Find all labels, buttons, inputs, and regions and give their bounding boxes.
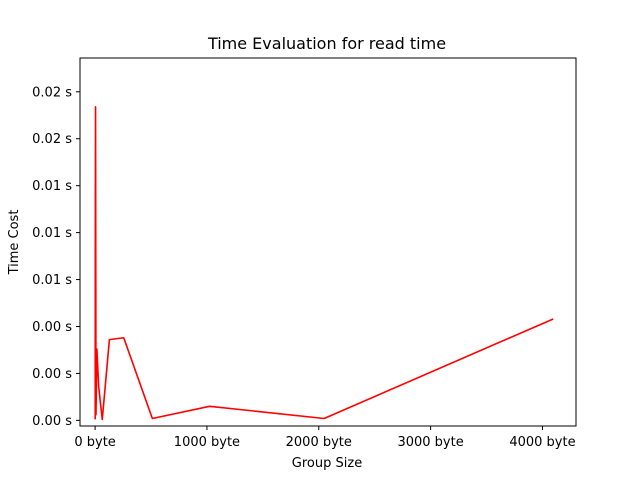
y-tick-label: 0.01 s bbox=[32, 226, 72, 241]
plot-area bbox=[94, 106, 554, 421]
x-tick-label: 2000 byte bbox=[286, 435, 352, 450]
x-axis-label: Group Size bbox=[292, 456, 362, 471]
x-axis: 0 byte 1000 byte 2000 byte 3000 byte 4000 by… bbox=[74, 426, 576, 450]
x-tick-label: 4000 byte bbox=[509, 435, 575, 450]
y-tick-label: 0.00 s bbox=[32, 367, 72, 382]
x-tick-label: 3000 byte bbox=[397, 435, 463, 450]
y-axis-label: Time Cost bbox=[7, 210, 22, 276]
y-tick-label: 0.01 s bbox=[32, 179, 72, 194]
y-tick-label: 0.00 s bbox=[32, 414, 72, 429]
y-tick-label: 0.02 s bbox=[32, 132, 72, 147]
chart-title: Time Evaluation for read time bbox=[207, 34, 446, 53]
y-tick-label: 0.00 s bbox=[32, 320, 72, 335]
y-axis: 0.00 s 0.00 s 0.00 s 0.01 s 0.01 s 0.01 s 0.02… bbox=[32, 85, 80, 429]
x-tick-label: 0 byte bbox=[74, 435, 115, 450]
series-line-0 bbox=[94, 106, 554, 421]
plot-frame bbox=[79, 57, 577, 427]
x-tick-label: 1000 byte bbox=[174, 435, 240, 450]
y-tick-label: 0.02 s bbox=[32, 85, 72, 100]
y-tick-label: 0.01 s bbox=[32, 273, 72, 288]
